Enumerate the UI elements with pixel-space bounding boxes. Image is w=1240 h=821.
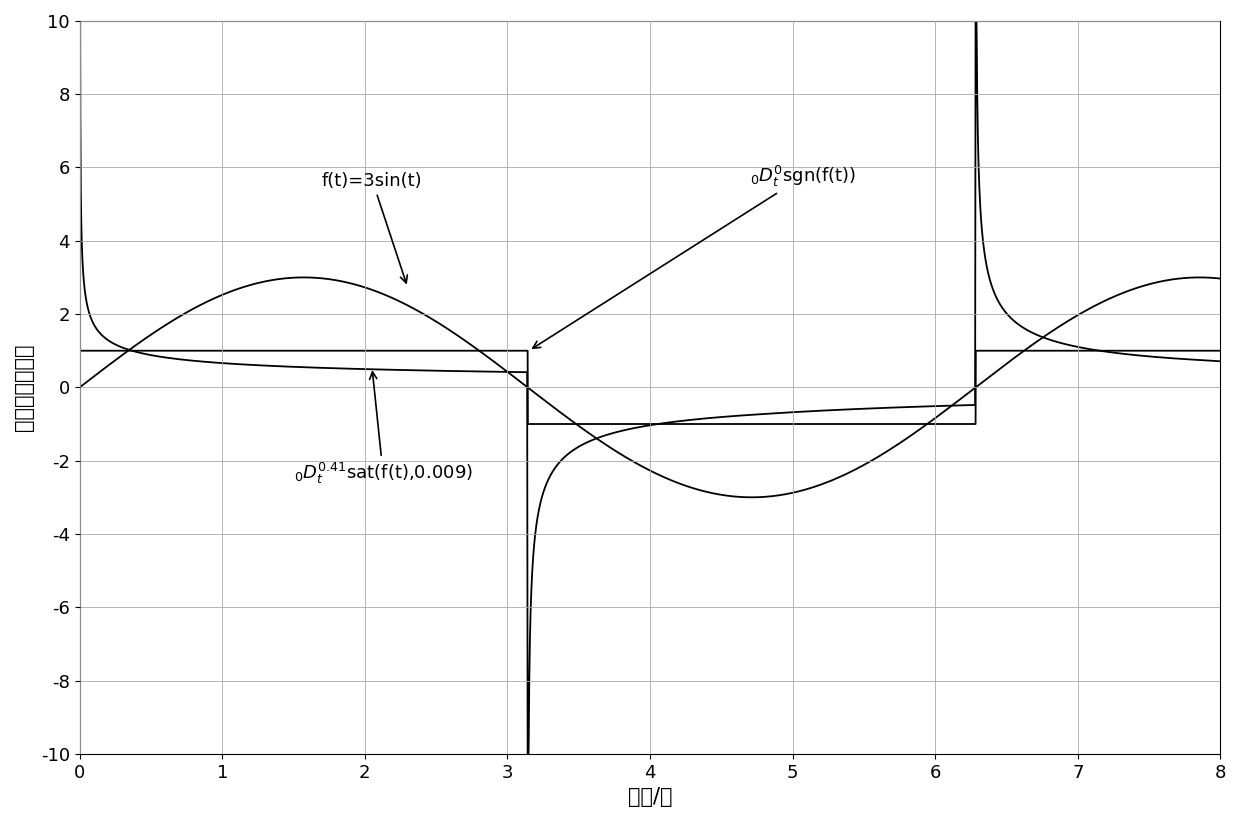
Y-axis label: 分数阶饱和函数: 分数阶饱和函数 bbox=[14, 344, 33, 431]
Text: $_0D_t^{0.41}$sat(f(t),0.009): $_0D_t^{0.41}$sat(f(t),0.009) bbox=[294, 372, 472, 486]
Text: $_0D_t^0$sgn(f(t)): $_0D_t^0$sgn(f(t)) bbox=[533, 164, 857, 348]
Text: f(t)=3sin(t): f(t)=3sin(t) bbox=[322, 172, 423, 283]
X-axis label: 时间/秒: 时间/秒 bbox=[627, 787, 672, 807]
